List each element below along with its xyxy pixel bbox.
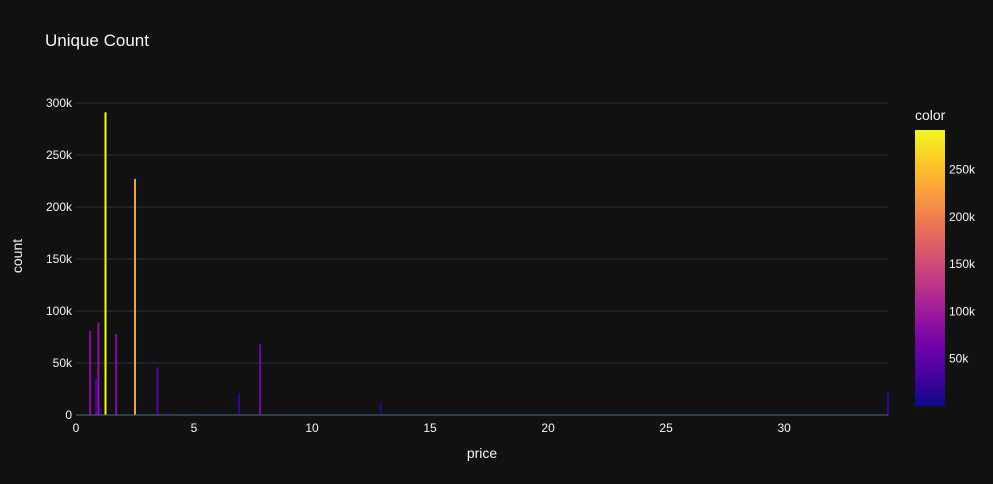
colorbar-tick-label: 150k	[949, 257, 976, 271]
y-tick-label: 200k	[46, 200, 73, 214]
colorbar-title: color	[915, 107, 946, 123]
bar	[99, 407, 102, 415]
y-tick-label: 150k	[46, 252, 73, 266]
colorbar-tick-label: 100k	[949, 304, 976, 318]
x-tick-label: 20	[541, 421, 555, 435]
bar	[259, 344, 262, 415]
bar	[89, 330, 92, 415]
y-tick-label: 100k	[46, 304, 73, 318]
bar	[167, 411, 170, 415]
chart-title: Unique Count	[45, 31, 149, 50]
bar	[115, 333, 118, 415]
y-tick-label: 300k	[46, 96, 73, 110]
x-tick-label: 10	[305, 421, 319, 435]
bar	[95, 378, 98, 415]
colorbar-tick-label: 50k	[949, 352, 969, 366]
colorbar-tick-label: 200k	[949, 210, 976, 224]
bar	[134, 178, 137, 415]
colorbar-tick-label: 250k	[949, 163, 976, 177]
x-tick-label: 30	[777, 421, 791, 435]
x-tick-label: 0	[73, 421, 80, 435]
gridlines	[76, 102, 888, 364]
bars	[89, 112, 889, 416]
y-axis-ticks: 0 50k 100k 150k 200k 250k 300k	[46, 96, 73, 422]
bar	[379, 402, 382, 415]
bar	[237, 393, 240, 415]
bar	[97, 322, 100, 415]
x-tick-label: 5	[191, 421, 198, 435]
bar	[156, 367, 159, 415]
y-axis-title: count	[9, 239, 25, 273]
bar	[104, 112, 107, 416]
bar	[196, 412, 199, 415]
colorbar-ticks: 50k 100k 150k 200k 250k	[949, 163, 976, 366]
x-axis-ticks: 0 5 10 15 20 25 30	[73, 421, 791, 435]
y-tick-label: 50k	[53, 356, 73, 370]
y-tick-label: 0	[65, 408, 72, 422]
y-tick-label: 250k	[46, 148, 73, 162]
colorbar	[915, 130, 945, 406]
x-tick-label: 25	[659, 421, 673, 435]
x-axis-title: price	[467, 445, 498, 461]
bar	[887, 392, 889, 415]
x-tick-label: 15	[423, 421, 437, 435]
